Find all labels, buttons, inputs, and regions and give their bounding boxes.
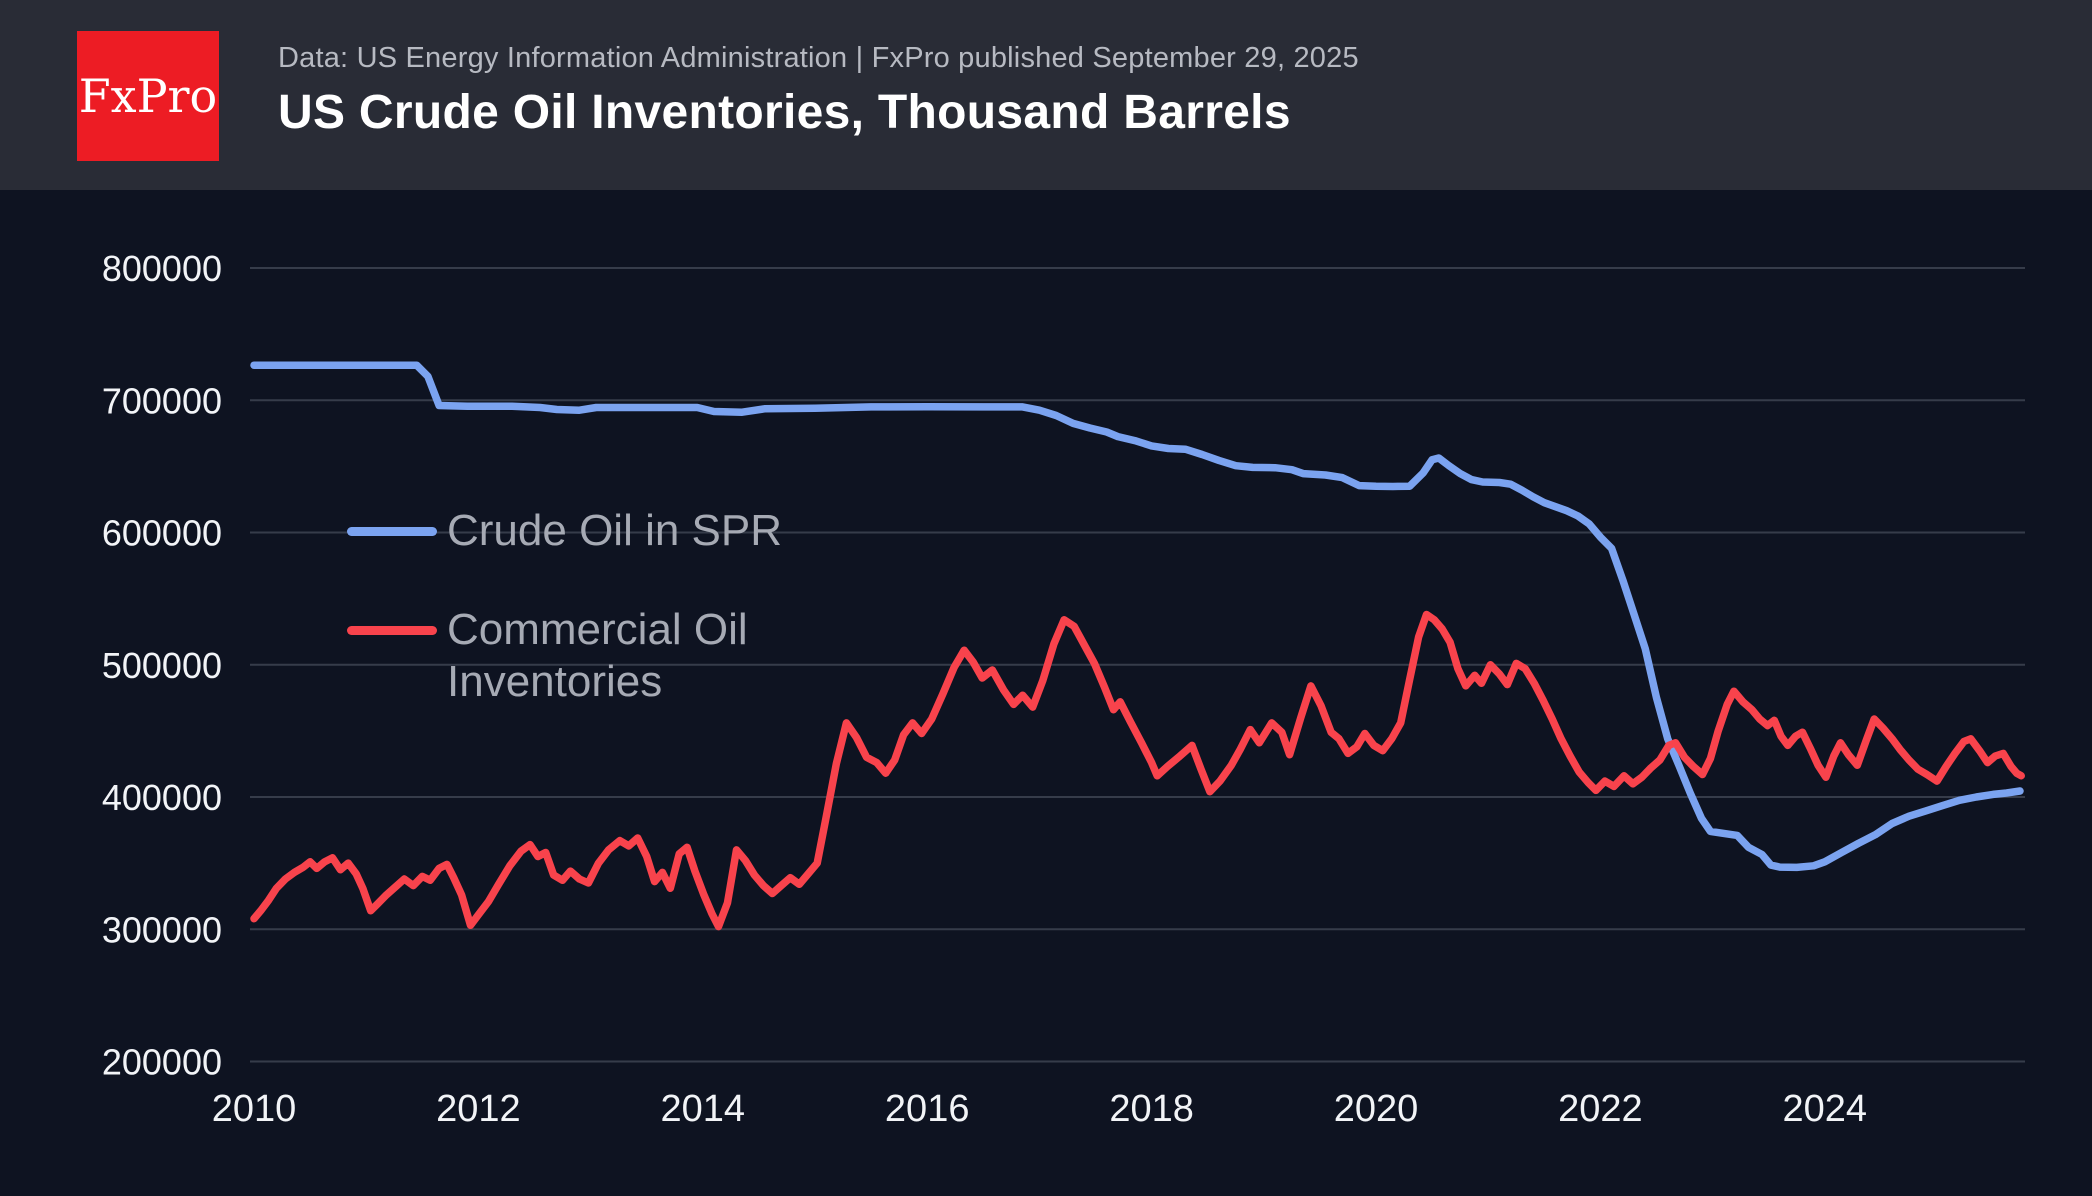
commercial-oil-inventories-line: [250, 610, 2025, 931]
legend-label-spr: Crude Oil in SPR: [447, 506, 783, 555]
header: FxPro Data: US Energy Information Admini…: [0, 0, 2092, 190]
y-tick-label: 300000: [102, 909, 222, 950]
y-tick-label: 700000: [102, 380, 222, 421]
spr-line-swatch: [347, 527, 437, 536]
y-tick-label: 400000: [102, 777, 222, 818]
legend-item-commercial: Commercial Oil Inventories: [347, 604, 827, 708]
x-tick-label: 2012: [436, 1088, 521, 1130]
legend-label-commercial: Commercial Oil Inventories: [447, 605, 748, 706]
legend: Crude Oil in SPR Commercial Oil Inventor…: [347, 505, 827, 708]
page-title: US Crude Oil Inventories, Thousand Barre…: [278, 86, 1291, 139]
x-tick-label: 2010: [212, 1088, 297, 1130]
y-tick-label: 200000: [102, 1042, 222, 1083]
x-tick-label: 2024: [1783, 1088, 1868, 1130]
fxpro-logo: FxPro: [77, 31, 219, 161]
source-attribution: Data: US Energy Information Administrati…: [278, 42, 1359, 74]
crude-oil-in-spr-line: [250, 361, 2024, 872]
header-titles: Data: US Energy Information Administrati…: [278, 42, 1359, 140]
x-tick-label: 2016: [885, 1088, 970, 1130]
commercial-line-swatch: [347, 626, 437, 635]
x-tick-label: 2020: [1334, 1088, 1419, 1130]
x-tick-label: 2018: [1109, 1088, 1194, 1130]
y-tick-label: 800000: [102, 248, 222, 289]
y-tick-label: 500000: [102, 645, 222, 686]
x-tick-label: 2022: [1558, 1088, 1643, 1130]
fxpro-logo-text: FxPro: [78, 69, 218, 123]
legend-item-spr: Crude Oil in SPR: [347, 505, 827, 557]
y-tick-label: 600000: [102, 513, 222, 554]
x-tick-label: 2014: [661, 1088, 746, 1130]
